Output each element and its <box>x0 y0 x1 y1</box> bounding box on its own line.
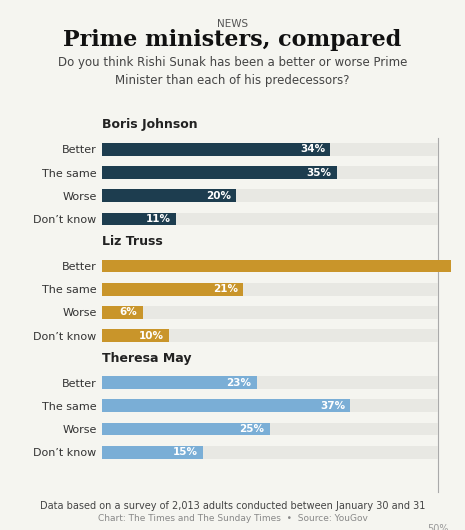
Bar <box>102 306 143 319</box>
Text: Liz Truss: Liz Truss <box>102 235 163 248</box>
Bar <box>102 213 438 225</box>
Text: 50%: 50% <box>427 524 448 530</box>
Bar <box>102 400 351 412</box>
Bar <box>102 213 176 225</box>
Text: 6%: 6% <box>120 307 137 317</box>
Text: 37%: 37% <box>320 401 345 411</box>
Bar <box>102 260 438 272</box>
Text: Data based on a survey of 2,013 adults conducted between January 30 and 31: Data based on a survey of 2,013 adults c… <box>40 501 425 511</box>
Bar <box>102 260 465 272</box>
Bar <box>102 329 438 342</box>
Text: 15%: 15% <box>173 447 198 457</box>
Text: Theresa May: Theresa May <box>102 351 192 365</box>
Bar <box>102 446 203 458</box>
Bar <box>102 400 438 412</box>
Bar <box>102 306 438 319</box>
Bar <box>102 422 270 435</box>
Text: 10%: 10% <box>139 331 164 341</box>
Text: 35%: 35% <box>307 167 332 178</box>
Text: Chart: The Times and The Sunday Times  •  Source: YouGov: Chart: The Times and The Sunday Times • … <box>98 514 367 523</box>
Bar <box>102 283 438 296</box>
Bar <box>102 446 438 458</box>
Bar <box>102 329 169 342</box>
Text: 50%: 50% <box>427 291 448 301</box>
Bar <box>102 376 257 389</box>
Bar <box>102 189 236 202</box>
Bar <box>102 283 243 296</box>
Text: 23%: 23% <box>226 377 251 387</box>
Text: Prime ministers, compared: Prime ministers, compared <box>63 29 402 51</box>
Text: NEWS: NEWS <box>217 19 248 29</box>
Text: Boris Johnson: Boris Johnson <box>102 118 198 131</box>
Text: 21%: 21% <box>213 284 238 294</box>
Text: 50%: 50% <box>427 408 448 418</box>
Bar <box>102 422 438 435</box>
Bar <box>102 166 337 179</box>
Bar <box>102 143 438 156</box>
Text: Do you think Rishi Sunak has been a better or worse Prime
Minister than each of : Do you think Rishi Sunak has been a bett… <box>58 56 407 86</box>
Bar <box>102 166 438 179</box>
Bar <box>102 376 438 389</box>
Text: 34%: 34% <box>300 144 325 154</box>
Text: 11%: 11% <box>146 214 171 224</box>
Bar <box>102 143 330 156</box>
Text: 25%: 25% <box>239 424 265 434</box>
Bar <box>102 189 438 202</box>
Text: 20%: 20% <box>206 191 231 201</box>
